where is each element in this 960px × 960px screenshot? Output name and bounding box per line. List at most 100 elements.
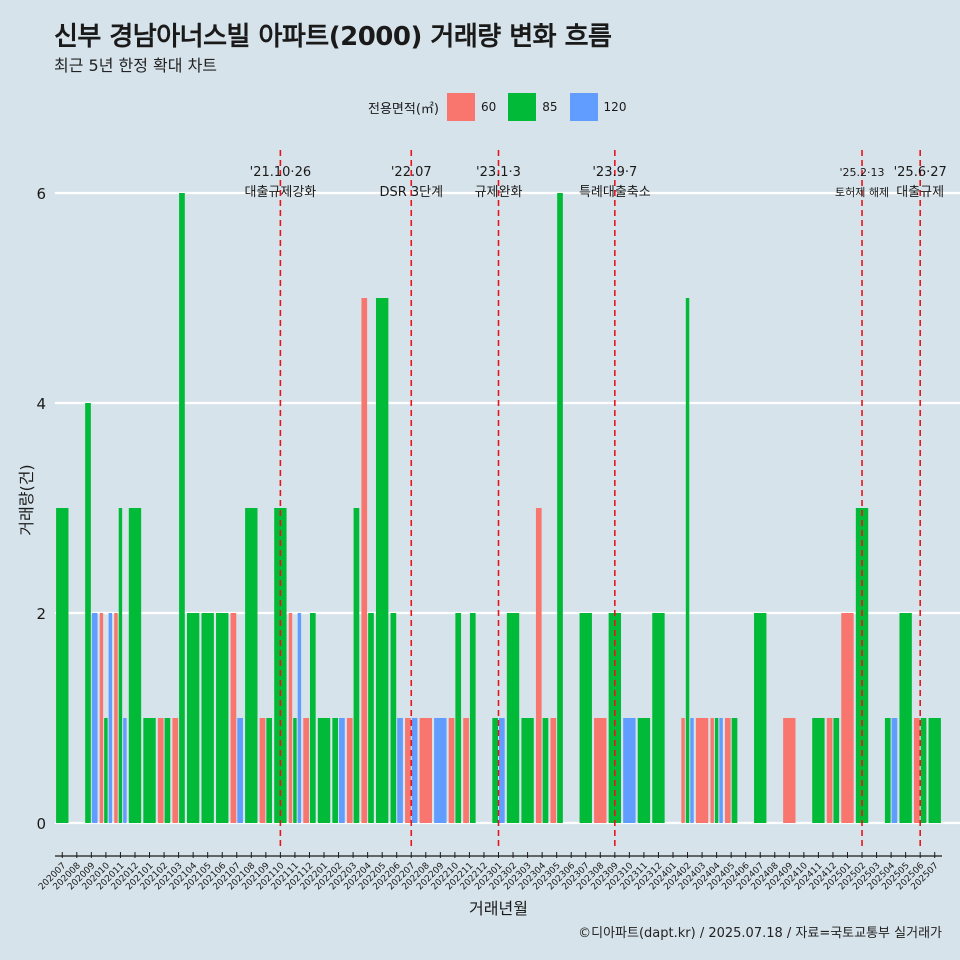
bar-202402-60 — [681, 718, 685, 823]
bar-202209-120 — [434, 718, 447, 823]
bar-202203-85 — [353, 508, 360, 823]
bar-202304-60 — [535, 508, 542, 823]
bar-202405-60 — [724, 718, 731, 823]
y-tick-label: 0 — [36, 815, 46, 833]
bars-layer — [56, 193, 941, 823]
bar-202412-60 — [826, 718, 833, 823]
bar-202504-120 — [891, 718, 898, 823]
bar-202305-60 — [550, 718, 557, 823]
bar-202403-60 — [695, 718, 709, 823]
bar-202302-85 — [506, 613, 520, 823]
bar-202207-120 — [411, 718, 418, 823]
event-name-label: 특례대출축소 — [579, 185, 651, 200]
bar-202012-85 — [128, 508, 142, 823]
legend-swatch-60 — [446, 93, 475, 121]
bar-202505-85 — [899, 613, 912, 823]
bar-202106-85 — [216, 613, 229, 823]
bar-202412-85 — [833, 718, 840, 823]
event-name-label: 대출규제 — [896, 185, 944, 200]
bar-202207-60 — [405, 718, 411, 823]
bar-202210-85 — [455, 613, 462, 823]
bar-202111-60 — [288, 613, 293, 823]
bar-202112-60 — [303, 718, 309, 823]
bar-202309-85 — [608, 613, 622, 823]
bar-202204-60 — [361, 298, 368, 823]
bar-202010-120 — [108, 613, 113, 823]
event-date-label: '25.2·13 — [840, 166, 885, 179]
bar-202210-60 — [448, 718, 455, 823]
y-tick-label: 4 — [36, 395, 46, 413]
legend-label-60: 60 — [480, 100, 497, 114]
chart-title: 신부 경남아너스빌 아파트(2000) 거래량 변화 흐름 — [54, 22, 612, 52]
bar-202211-85 — [469, 613, 476, 823]
bar-202009-120 — [91, 613, 98, 823]
bar-202011-85 — [118, 508, 123, 823]
bar-202402-120 — [690, 718, 694, 823]
bar-202405-85 — [731, 718, 738, 823]
bar-202402-85 — [685, 298, 690, 823]
bar-202506-85 — [920, 718, 927, 823]
bar-202205-85 — [375, 298, 389, 823]
bar-202202-120 — [339, 718, 345, 823]
bar-202112-85 — [309, 613, 316, 823]
bar-202208-60 — [419, 718, 432, 823]
bar-202206-85 — [390, 613, 397, 823]
bar-202404-60 — [710, 718, 714, 823]
bar-202206-120 — [397, 718, 403, 823]
bar-202102-85 — [164, 718, 171, 823]
event-name-label: 대출규제강화 — [245, 185, 317, 200]
bar-202007-85 — [56, 508, 69, 823]
bar-202409-60 — [783, 718, 796, 823]
event-name-label: 규제완화 — [475, 185, 523, 200]
bar-202101-85 — [143, 718, 156, 823]
bar-202011-60 — [114, 613, 118, 823]
bar-202201-85 — [317, 718, 331, 823]
bar-202407-85 — [754, 613, 767, 823]
legend-swatch-85 — [508, 93, 537, 121]
bar-202109-60 — [259, 718, 266, 823]
bar-202304-85 — [542, 718, 549, 823]
bar-202301-85 — [492, 718, 498, 823]
bar-202103-60 — [172, 718, 179, 823]
event-date-label: '23.9·7 — [592, 165, 637, 180]
y-axis-title: 거래량(건) — [17, 464, 36, 535]
legend-item-60: 60 — [446, 93, 500, 121]
bar-202203-60 — [346, 718, 353, 823]
event-date-label: '25.6·27 — [894, 165, 947, 180]
axes: 0246202007202008202009202010202011202012… — [17, 185, 942, 918]
legend-swatch-120 — [569, 93, 598, 121]
event-date-label: '21.10·26 — [250, 165, 311, 180]
bar-202506-60 — [913, 718, 920, 823]
source-caption: ©디아파트(dapt.kr) / 2025.07.18 / 자료=국토교통부 실… — [578, 926, 942, 941]
bar-202103-85 — [179, 193, 185, 823]
bar-202310-120 — [623, 718, 636, 823]
event-date-label: '22.07 — [391, 165, 432, 180]
bar-202507-85 — [928, 718, 941, 823]
bar-202107-120 — [237, 718, 243, 823]
bar-202404-85 — [714, 718, 719, 823]
event-name-label: DSR 3단계 — [379, 185, 443, 200]
legend-title: 전용면적(㎡) — [368, 101, 439, 117]
bar-202111-120 — [297, 613, 302, 823]
bar-202305-85 — [557, 193, 563, 823]
legend-item-85: 85 — [508, 93, 561, 121]
bar-202308-60 — [594, 718, 607, 823]
bar-202109-85 — [266, 718, 273, 823]
legend-label-120: 120 — [603, 100, 627, 114]
y-tick-label: 2 — [36, 605, 46, 623]
bar-202111-85 — [293, 718, 297, 823]
bar-202404-120 — [719, 718, 723, 823]
bar-202107-60 — [230, 613, 237, 823]
bar-202411-85 — [812, 718, 825, 823]
event-name-label: 토허제 해제 — [835, 185, 889, 199]
legend-item-120: 120 — [569, 93, 631, 121]
bar-202202-85 — [332, 718, 339, 823]
bar-202105-85 — [201, 613, 214, 823]
bar-202104-85 — [186, 613, 200, 823]
bar-202108-85 — [245, 508, 258, 823]
bar-202504-85 — [884, 718, 891, 823]
bar-202501-60 — [841, 613, 854, 823]
bar-202312-85 — [652, 613, 665, 823]
bar-202311-85 — [637, 718, 651, 823]
